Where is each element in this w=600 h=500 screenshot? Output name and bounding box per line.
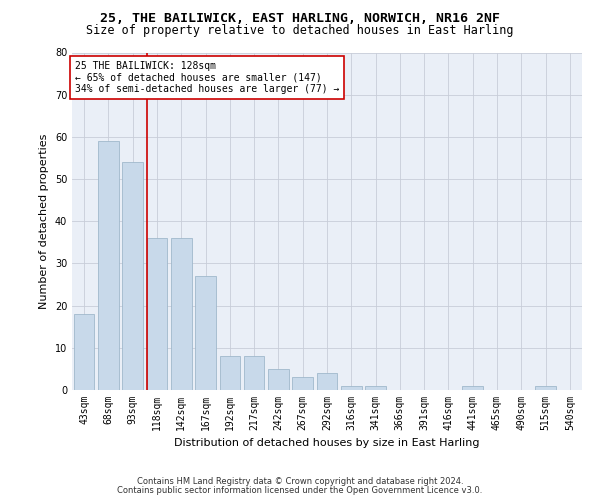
Text: Contains HM Land Registry data © Crown copyright and database right 2024.: Contains HM Land Registry data © Crown c… xyxy=(137,478,463,486)
Bar xyxy=(122,162,143,390)
Text: 25 THE BAILIWICK: 128sqm
← 65% of detached houses are smaller (147)
34% of semi-: 25 THE BAILIWICK: 128sqm ← 65% of detach… xyxy=(74,61,339,94)
Bar xyxy=(98,141,119,390)
Text: Contains public sector information licensed under the Open Government Licence v3: Contains public sector information licen… xyxy=(118,486,482,495)
Bar xyxy=(74,314,94,390)
Bar xyxy=(268,369,289,390)
Bar xyxy=(292,378,313,390)
Text: Size of property relative to detached houses in East Harling: Size of property relative to detached ho… xyxy=(86,24,514,37)
Bar xyxy=(365,386,386,390)
Bar xyxy=(463,386,483,390)
Bar xyxy=(195,276,216,390)
Bar xyxy=(535,386,556,390)
Bar xyxy=(317,373,337,390)
Bar xyxy=(220,356,240,390)
Bar xyxy=(171,238,191,390)
Bar xyxy=(146,238,167,390)
Bar xyxy=(341,386,362,390)
Bar xyxy=(244,356,265,390)
X-axis label: Distribution of detached houses by size in East Harling: Distribution of detached houses by size … xyxy=(174,438,480,448)
Text: 25, THE BAILIWICK, EAST HARLING, NORWICH, NR16 2NF: 25, THE BAILIWICK, EAST HARLING, NORWICH… xyxy=(100,12,500,26)
Y-axis label: Number of detached properties: Number of detached properties xyxy=(39,134,49,309)
